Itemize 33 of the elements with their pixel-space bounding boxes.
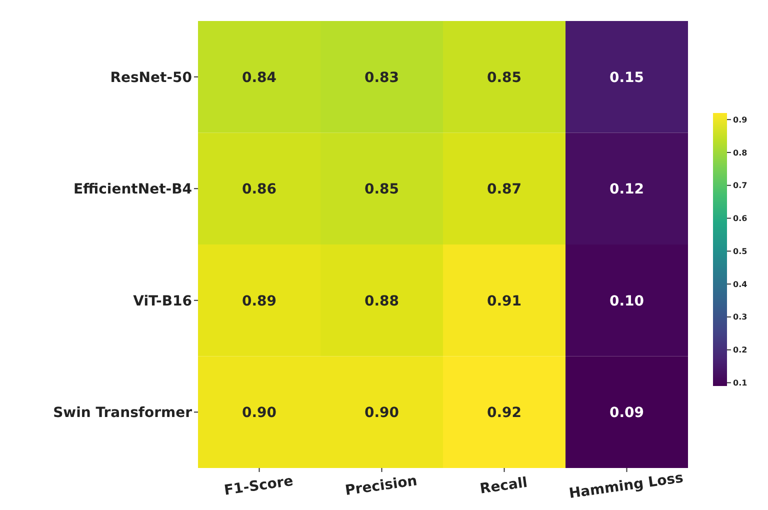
y-tick-label: Swin Transformer xyxy=(53,405,192,422)
data-label: 0.87 xyxy=(486,182,522,198)
data-label: 0.85 xyxy=(486,70,522,86)
x-tick-label: Precision xyxy=(344,473,418,500)
data-label: 0.90 xyxy=(364,405,400,422)
x-tick-label: F1-Score xyxy=(223,473,294,499)
data-label: 0.91 xyxy=(486,293,522,310)
data-label: 0.10 xyxy=(609,293,644,310)
color-bar-label: 0.8 xyxy=(733,148,748,158)
color-bar-label: 0.5 xyxy=(733,246,748,256)
data-label: 0.15 xyxy=(609,70,644,86)
color-bar-label: 0.1 xyxy=(733,378,748,388)
x-tick-label: Recall xyxy=(479,474,528,498)
color-bar-label: 0.9 xyxy=(733,115,748,124)
data-label: 0.88 xyxy=(364,293,400,310)
color-bar-label: 0.7 xyxy=(733,181,748,190)
data-label: 0.85 xyxy=(364,182,400,198)
data-label: 0.84 xyxy=(242,70,277,86)
data-label: 0.12 xyxy=(609,182,644,198)
y-tick-label: ResNet-50 xyxy=(110,70,192,86)
y-tick-label: EfficientNet-B4 xyxy=(73,182,192,198)
color-bar-label: 0.6 xyxy=(733,214,748,224)
data-label: 0.89 xyxy=(242,293,277,310)
color-bar-label: 0.4 xyxy=(733,280,748,289)
color-bar-label: 0.3 xyxy=(733,312,748,322)
color-bar-label: 0.2 xyxy=(733,346,748,355)
data-label: 0.09 xyxy=(609,405,644,422)
data-label: 0.92 xyxy=(486,405,522,422)
x-tick-label: Hamming Loss xyxy=(568,470,684,502)
data-label: 0.86 xyxy=(242,182,277,198)
data-label: 0.83 xyxy=(364,70,400,86)
data-label: 0.90 xyxy=(242,405,277,422)
y-tick-label: ViT-B16 xyxy=(133,293,192,310)
